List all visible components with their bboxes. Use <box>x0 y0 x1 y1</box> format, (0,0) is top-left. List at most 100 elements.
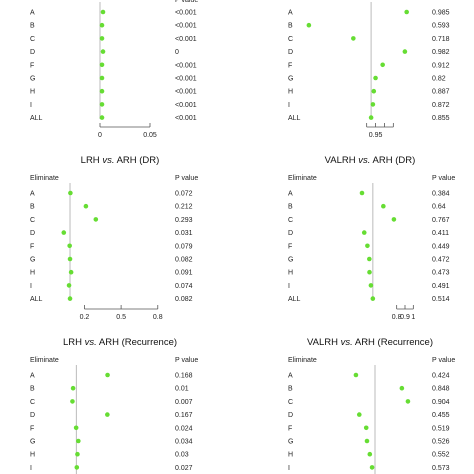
panel-5-point-h <box>75 451 80 457</box>
panel-5-title: LRH vs. ARH (Recurrence) <box>63 337 177 348</box>
panel-5-pvalue-f: 0.024 <box>175 425 193 432</box>
panel-2-row-label-i: I <box>288 102 290 109</box>
panel-1-point-i <box>99 102 105 107</box>
panel-1-tick-label-0: 0 <box>98 132 102 139</box>
panel-6-row-label-g: G <box>288 439 293 446</box>
panel-5-point-c <box>70 399 75 404</box>
panel-6-title-a: VALRH <box>307 337 341 348</box>
panel-2-row-label-g: G <box>288 76 293 83</box>
panel-2-row-label-a: A <box>288 10 293 17</box>
panel-1-header-pvalue: P value <box>175 0 198 4</box>
panel-4-row-label-f: F <box>288 243 292 250</box>
panel-3-pvalue-c: 0.293 <box>175 217 193 224</box>
panel-4-pvalue-i: 0.491 <box>432 283 450 290</box>
panel-5-header-eliminate: Eliminate <box>30 357 59 364</box>
panel-4-pvalue-d: 0.411 <box>432 230 449 237</box>
panel-3-pvalue-h: 0.091 <box>175 270 193 277</box>
panel-3-point-f <box>67 243 72 249</box>
panel-3-pvalue-b: 0.212 <box>175 204 193 211</box>
panel-2-point-d <box>402 49 408 54</box>
panel-5-title-b: ARH (Recurrence) <box>97 337 177 348</box>
panel-2-pvalue-d: 0.982 <box>432 49 450 56</box>
panel-1-point-c <box>99 36 105 41</box>
panel-1-pvalue-h: <0.001 <box>175 89 197 96</box>
panel-1-row-label-a: A <box>30 10 35 17</box>
panel-3-row-label-all: ALL <box>30 296 43 303</box>
panel-4-header-eliminate: Eliminate <box>288 175 317 182</box>
panel-2-point-a <box>404 9 409 15</box>
panel-5-row-label-b: B <box>30 386 35 393</box>
panel-3-row-label-b: B <box>30 204 35 211</box>
panel-3-point-c <box>93 217 99 222</box>
panel-2-pvalue-g: 0.82 <box>432 76 446 83</box>
panel-1-pvalue-f: <0.001 <box>175 62 197 69</box>
panel-5-title-vs: vs. <box>85 337 97 348</box>
panel-1-row-label-d: D <box>30 49 35 56</box>
panel-3-point-i <box>66 283 72 288</box>
panel-2-pvalue-f: 0.912 <box>432 62 450 69</box>
panel-3-header-eliminate: Eliminate <box>30 175 59 182</box>
panel-4-point-all <box>370 296 376 301</box>
panel-6-point-c <box>405 399 411 404</box>
panel-5-point-a <box>105 372 110 378</box>
panel-6-pvalue-g: 0.526 <box>432 439 450 446</box>
panel-5-point-g <box>76 438 81 444</box>
panel-3-tick-label-0: 0.2 <box>80 314 90 321</box>
panel-3-pvalue-a: 0.072 <box>175 191 193 198</box>
panel-2-pvalue-b: 0.593 <box>432 23 450 30</box>
panel-1-row-label-h: H <box>30 89 35 96</box>
panel-3-row-label-h: H <box>30 270 35 277</box>
panel-5-pvalue-a: 0.168 <box>175 373 193 380</box>
panel-1-row-label-i: I <box>30 102 32 109</box>
panel-4-point-d <box>361 230 367 235</box>
panel-3-point-h <box>68 269 74 275</box>
panel-4-row-label-all: ALL <box>288 296 301 303</box>
panel-4-title-vs: vs. <box>358 155 370 166</box>
panel-4-point-a <box>359 190 365 196</box>
panel-6-title: VALRH vs. ARH (Recurrence) <box>307 337 433 348</box>
panel-4-pvalue-a: 0.384 <box>432 191 450 198</box>
panel-4-pvalue-c: 0.767 <box>432 217 450 224</box>
panel-3-tick-label-2: 0.8 <box>153 314 163 321</box>
panel-6-title-vs: vs. <box>341 337 353 348</box>
panel-1-row-label-g: G <box>30 76 35 83</box>
panel-3-row-label-d: D <box>30 230 35 237</box>
panel-4-pvalue-b: 0.64 <box>432 204 446 211</box>
panel-3-title-b: ARH (DR) <box>114 155 159 166</box>
panel-1-pvalue-d: 0 <box>175 49 179 56</box>
panel-5-pvalue-h: 0.03 <box>175 452 189 459</box>
panel-6-point-b <box>399 385 405 391</box>
panel-5-point-d <box>105 412 110 417</box>
panel-6-title-b: ARH (Recurrence) <box>353 337 433 348</box>
panel-6-point-d <box>356 412 362 417</box>
panel-4-point-b <box>381 203 386 209</box>
panel-1-row-label-all: ALL <box>30 115 43 122</box>
panel-1-row-label-c: C <box>30 36 35 43</box>
panel-1-point-g <box>99 75 105 81</box>
panel-5-row-label-i: I <box>30 465 32 472</box>
panel-2-point-all <box>368 115 374 120</box>
panel-4-pvalue-g: 0.472 <box>432 257 450 264</box>
panel-3-point-g <box>67 256 73 262</box>
panel-4-point-f <box>365 243 370 249</box>
panel-5-pvalue-c: 0.007 <box>175 399 193 406</box>
panel-1-point-f <box>99 62 105 68</box>
panel-4-tick-label-1: 0.9 <box>400 314 410 321</box>
panel-6-pvalue-b: 0.848 <box>432 386 450 393</box>
panel-4-header-pvalue: P value <box>432 175 455 182</box>
panel-6-header-eliminate: Eliminate <box>288 357 317 364</box>
panel-1-point-a <box>100 9 106 15</box>
panel-6-pvalue-i: 0.573 <box>432 465 450 472</box>
panel-3-row-label-f: F <box>30 243 34 250</box>
panel-6-point-f <box>363 425 369 431</box>
panel-5-point-b <box>70 385 76 391</box>
panel-3-tick-label-1: 0.5 <box>116 314 126 321</box>
panel-2-point-b <box>306 22 312 28</box>
panel-3-pvalue-f: 0.079 <box>175 243 193 250</box>
panel-4-row-label-a: A <box>288 191 293 198</box>
panel-3-pvalue-d: 0.031 <box>175 230 193 237</box>
panel-4-row-label-c: C <box>288 217 293 224</box>
panel-5-header-pvalue: P value <box>175 357 198 364</box>
panel-2-row-label-d: D <box>288 49 293 56</box>
panel-4-row-label-h: H <box>288 270 293 277</box>
